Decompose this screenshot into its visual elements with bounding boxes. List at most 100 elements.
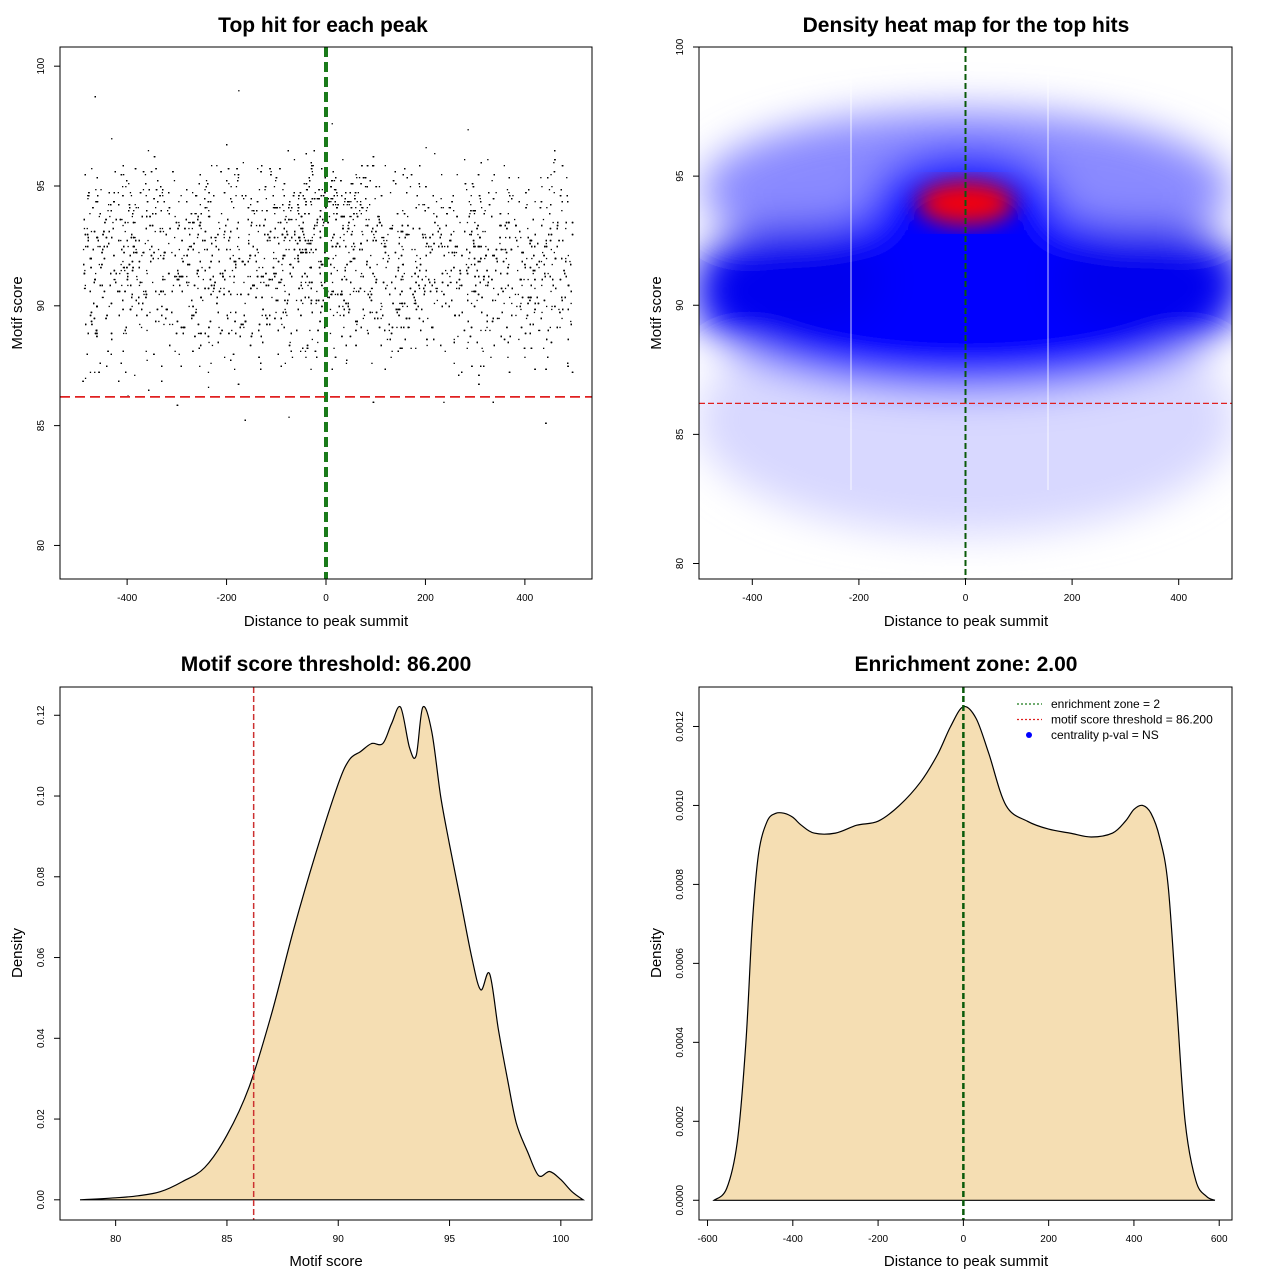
scatter-point bbox=[531, 257, 533, 260]
scatter-point bbox=[521, 284, 523, 287]
scatter-point bbox=[457, 335, 459, 338]
scatter-point bbox=[425, 147, 427, 149]
scatter-point bbox=[229, 275, 231, 278]
scatter-point bbox=[293, 159, 296, 161]
scatter-point bbox=[401, 245, 403, 248]
scatter-point bbox=[449, 275, 451, 278]
scatter-point bbox=[389, 192, 392, 194]
scatter-point bbox=[480, 329, 482, 332]
scatter-point bbox=[108, 305, 110, 308]
scatter-point bbox=[207, 215, 210, 218]
scatter-point bbox=[567, 254, 569, 257]
scatter-point bbox=[159, 227, 161, 230]
scatter-point bbox=[290, 218, 292, 221]
scatter-point bbox=[389, 227, 391, 230]
scatter-point bbox=[302, 302, 304, 305]
scatter-point bbox=[216, 165, 218, 167]
scatter-point bbox=[314, 192, 316, 194]
panel-scatter: Top hit for each peak -400 -200 0 200 400 80… bbox=[9, 14, 593, 630]
scatter-point bbox=[356, 323, 358, 326]
scatter-point bbox=[286, 221, 288, 224]
scatter-point bbox=[188, 305, 190, 308]
scatter-point bbox=[430, 245, 432, 248]
scatter-point bbox=[558, 308, 560, 311]
scatter-point bbox=[195, 213, 197, 215]
scatter-point bbox=[87, 195, 89, 197]
scatter-point bbox=[188, 227, 190, 230]
scatter-point bbox=[561, 317, 563, 320]
scatter-point bbox=[275, 311, 277, 314]
scatter-point bbox=[503, 165, 505, 167]
scatter-point bbox=[310, 204, 313, 206]
scatter-point bbox=[369, 204, 371, 206]
scatter-point bbox=[231, 329, 233, 332]
scatter-point bbox=[298, 198, 300, 200]
scatter-point bbox=[102, 296, 104, 299]
scatter-point bbox=[373, 275, 376, 278]
scatter-point bbox=[425, 275, 427, 278]
scatter-point bbox=[99, 245, 101, 248]
scatter-point bbox=[330, 293, 332, 296]
scatter-point bbox=[446, 272, 448, 275]
scatter-point bbox=[344, 201, 346, 203]
scatter-point bbox=[297, 210, 299, 212]
scatter-point bbox=[532, 272, 534, 275]
scatter-point bbox=[272, 207, 275, 209]
scatter-point bbox=[231, 269, 234, 272]
scatter-point bbox=[90, 230, 93, 233]
scatter-point bbox=[162, 230, 165, 233]
scatter-point bbox=[305, 189, 308, 191]
scatter-point bbox=[498, 317, 500, 320]
scatter-point bbox=[349, 293, 351, 296]
scatter-point bbox=[187, 284, 189, 287]
scatter-point bbox=[121, 218, 123, 221]
scatter-point bbox=[269, 278, 272, 281]
scatter-point bbox=[289, 341, 291, 344]
scatter-point bbox=[419, 257, 421, 260]
scatter-point bbox=[136, 278, 138, 281]
scatter-point bbox=[223, 236, 225, 239]
scatter-point bbox=[459, 221, 461, 224]
scatter-point bbox=[84, 269, 86, 272]
scatter-point bbox=[230, 311, 232, 314]
scatter-point bbox=[365, 210, 368, 212]
scatter-point bbox=[333, 266, 335, 269]
scatter-point bbox=[171, 323, 174, 326]
scatter-point bbox=[493, 287, 495, 290]
scatter-point bbox=[247, 275, 249, 278]
scatter-point bbox=[386, 338, 389, 341]
scatter-point bbox=[192, 192, 194, 194]
scatter-point bbox=[516, 305, 518, 308]
scatter-point bbox=[212, 290, 214, 293]
scatter-point bbox=[371, 362, 373, 364]
scatter-point bbox=[361, 230, 363, 233]
scatter-point bbox=[162, 195, 164, 197]
scatter-point bbox=[129, 192, 132, 194]
scatter-point bbox=[113, 278, 115, 281]
scatter-point bbox=[484, 230, 486, 233]
scatter-point bbox=[119, 272, 121, 275]
scatter-point bbox=[361, 207, 363, 209]
scatter-point bbox=[276, 287, 278, 290]
scatter-point bbox=[403, 272, 405, 275]
scatter-point bbox=[149, 248, 151, 251]
scatter-point bbox=[145, 350, 147, 352]
scatter-point bbox=[470, 263, 473, 266]
scatter-point bbox=[369, 290, 371, 293]
scatter-point bbox=[551, 305, 553, 308]
scatter-point bbox=[484, 329, 487, 332]
scatter-point bbox=[347, 224, 349, 227]
scatter-point bbox=[161, 192, 163, 194]
scatter-point bbox=[362, 233, 364, 236]
scatter-point bbox=[482, 230, 484, 233]
scatter-point bbox=[316, 224, 318, 227]
scatter-point bbox=[301, 287, 304, 290]
scatter-point bbox=[289, 239, 291, 242]
scatter-point bbox=[360, 201, 362, 203]
scatter-point bbox=[354, 195, 356, 197]
scatter-point bbox=[525, 317, 528, 320]
scatter-point bbox=[520, 302, 522, 305]
scatter-point bbox=[262, 266, 264, 269]
scatter-point bbox=[134, 236, 136, 239]
scatter-point bbox=[114, 278, 116, 281]
